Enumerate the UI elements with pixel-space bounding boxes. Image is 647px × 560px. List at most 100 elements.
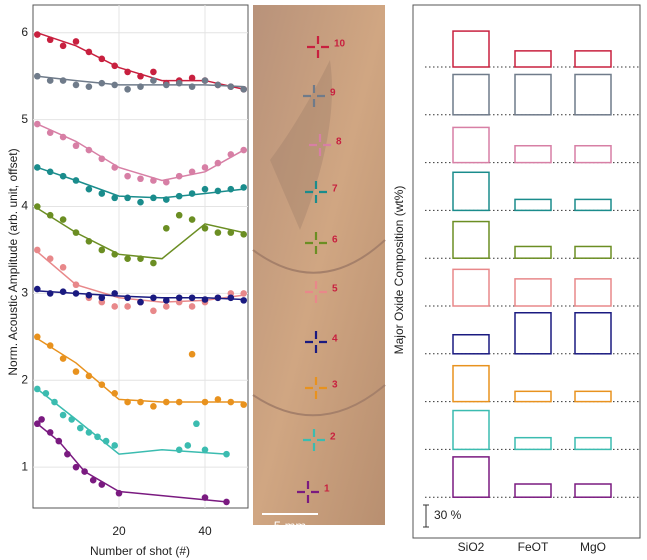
composition-box — [574, 245, 612, 259]
composition-box — [514, 245, 552, 259]
data-point — [184, 442, 192, 449]
x-axis-label: Number of shot (#) — [90, 544, 190, 558]
y-tick-label: 2 — [21, 372, 28, 386]
marker-label: 8 — [336, 137, 342, 148]
composition-box — [452, 30, 490, 68]
data-point — [137, 198, 144, 206]
data-point — [137, 298, 144, 306]
data-point — [59, 355, 67, 362]
fit-line — [37, 32, 244, 90]
data-point — [201, 185, 209, 193]
crosshair — [305, 181, 327, 203]
marker-label: 10 — [334, 39, 346, 50]
data-point — [175, 446, 183, 454]
data-point — [188, 350, 196, 358]
data-point — [188, 74, 196, 82]
data-point — [111, 194, 118, 202]
data-point — [163, 297, 170, 304]
scale-label: 5 mm — [274, 518, 307, 533]
image-edge — [252, 239, 386, 274]
x-tick-label: 40 — [198, 524, 212, 538]
data-point — [240, 297, 247, 304]
composition-box — [574, 390, 612, 403]
composition-box — [574, 198, 612, 212]
data-point — [85, 291, 93, 299]
x-tick-label: 20 — [112, 524, 126, 538]
data-point — [77, 424, 84, 432]
composition-box — [574, 50, 612, 68]
data-point — [227, 294, 235, 302]
composition-box — [514, 436, 552, 451]
crosshair — [303, 85, 325, 107]
composition-box — [452, 171, 490, 212]
composition-box — [452, 456, 490, 498]
data-point — [188, 303, 196, 310]
composition-box — [452, 126, 490, 164]
data-point — [72, 368, 80, 375]
crosshair — [307, 36, 329, 58]
data-point — [98, 190, 106, 197]
composition-box — [574, 144, 612, 164]
y-axis-label: Major Oxide Composition (wt%) — [392, 186, 406, 355]
data-point — [46, 77, 54, 84]
y-tick-label: 3 — [21, 286, 28, 300]
data-point — [214, 187, 222, 195]
crosshair — [305, 232, 327, 254]
data-point — [188, 190, 196, 197]
data-point — [34, 31, 41, 38]
marker-label: 5 — [332, 284, 338, 295]
data-point — [150, 259, 157, 267]
data-point — [124, 255, 131, 262]
composition-box — [574, 73, 612, 116]
data-point — [34, 333, 41, 341]
data-point — [38, 416, 45, 423]
x-tick-label: SiO2 — [458, 540, 485, 554]
data-point — [59, 42, 67, 50]
fit-line — [37, 75, 244, 88]
data-point — [111, 303, 118, 310]
data-point — [85, 83, 93, 90]
data-point — [150, 403, 157, 410]
y-tick-label: 1 — [21, 459, 28, 473]
crosshair — [305, 331, 327, 353]
data-point — [34, 203, 41, 210]
composition-box — [574, 436, 612, 451]
data-point — [227, 229, 235, 236]
fit-line — [36, 423, 227, 503]
data-point — [46, 429, 54, 436]
data-point — [98, 155, 106, 163]
data-point — [98, 294, 106, 302]
composition-box — [514, 312, 552, 355]
data-point — [124, 85, 131, 93]
x-tick-label: MgO — [580, 540, 606, 554]
composition-box — [452, 220, 490, 259]
data-point — [137, 398, 144, 406]
crosshair — [297, 481, 319, 503]
data-point — [89, 476, 97, 484]
x-tick-label: FeOT — [518, 540, 549, 554]
fit-line — [36, 207, 244, 260]
data-point — [124, 194, 131, 202]
composition-box — [514, 278, 552, 307]
composition-box — [574, 312, 612, 355]
image-edge — [252, 384, 386, 417]
data-point — [214, 396, 222, 403]
data-point — [46, 255, 54, 262]
y-tick-label: 4 — [21, 199, 28, 213]
rock-image — [253, 5, 385, 525]
data-point — [201, 77, 209, 84]
composition-box — [452, 268, 490, 307]
data-point — [150, 77, 157, 84]
scale-bar — [423, 504, 429, 528]
composition-box — [452, 364, 490, 403]
data-point — [188, 216, 196, 223]
data-point — [163, 224, 170, 232]
data-point — [72, 142, 80, 150]
composition-box — [514, 50, 552, 68]
composition-box — [452, 333, 490, 355]
data-point — [34, 246, 41, 254]
data-point — [137, 175, 144, 183]
crosshair — [309, 134, 331, 156]
data-point — [111, 442, 118, 449]
